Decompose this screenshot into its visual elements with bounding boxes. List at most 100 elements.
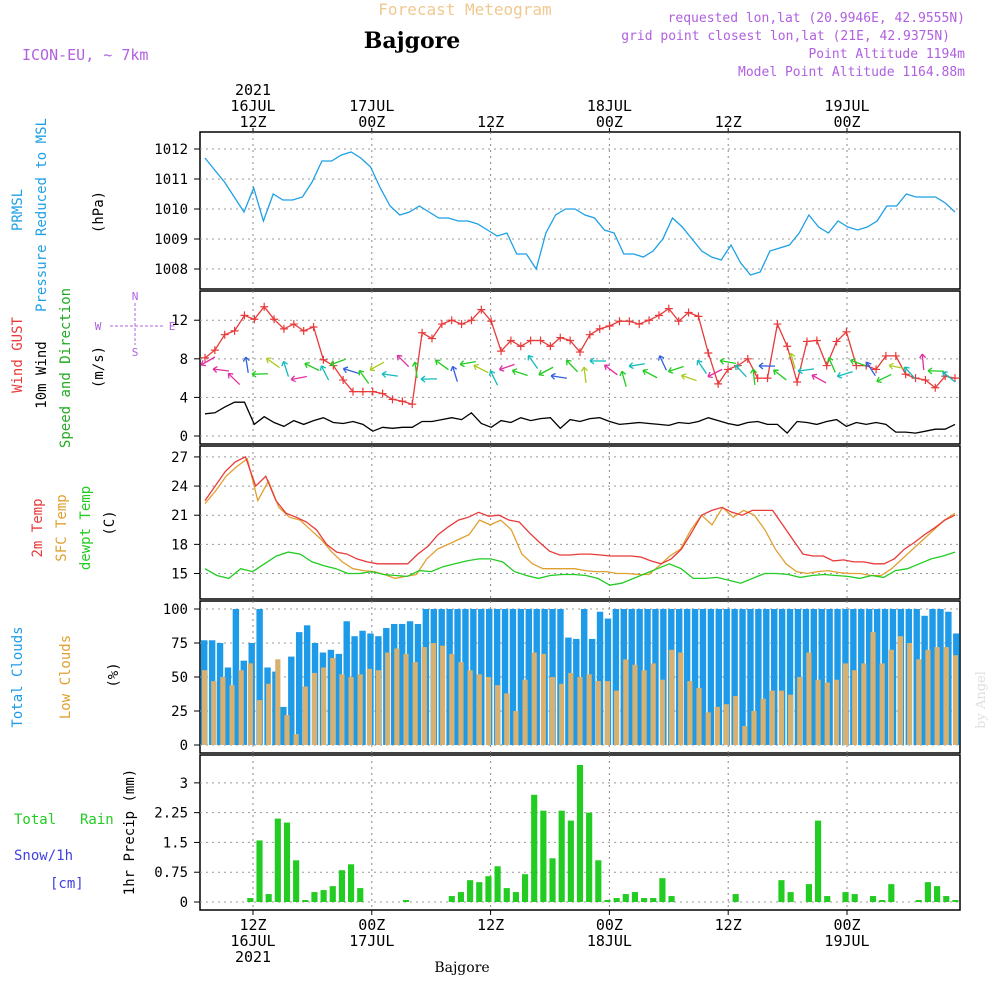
x-tick-label: 2021	[235, 948, 271, 966]
dewpt-line	[204, 551, 956, 586]
wind-arrow-head	[773, 369, 779, 376]
gust-marker	[447, 316, 456, 325]
wind-arrow-head	[450, 365, 458, 372]
total-cloud-bar	[866, 609, 873, 745]
wind-arrow-icon	[488, 370, 499, 386]
gust-marker	[625, 317, 634, 326]
precip-bar	[457, 892, 465, 902]
total-cloud-bar	[644, 609, 651, 745]
wind-arrow-icon	[826, 357, 836, 373]
gust-marker	[842, 327, 851, 336]
gust-marker	[911, 374, 920, 383]
low-cloud-bar	[925, 649, 931, 745]
y-tick-label: 1011	[154, 172, 188, 188]
wind-arrow-head	[603, 364, 610, 371]
gust-marker	[694, 312, 703, 321]
precip-bar	[842, 892, 849, 902]
gust-marker	[418, 328, 427, 337]
wind-arrow-head	[642, 368, 648, 376]
gust-marker	[319, 355, 328, 364]
precip-bar	[814, 820, 822, 902]
total-cloud-bar	[683, 609, 691, 745]
wind-arrow-icon	[265, 357, 280, 369]
wind-arrow-shaft	[538, 366, 554, 376]
low-cloud-bar	[394, 648, 400, 745]
wind-arrow-head	[550, 372, 556, 380]
gust-marker	[368, 387, 377, 396]
temp-label: SFC Temp	[54, 494, 70, 561]
wind-arrow-shaft	[396, 354, 410, 368]
wind-arrow-shaft	[642, 369, 658, 379]
info-line: Model Point Altitude 1164.88m	[738, 65, 965, 80]
wind-arrow-icon	[667, 365, 684, 374]
low-cloud-bar	[852, 670, 858, 745]
wind-arrow-icon	[538, 366, 554, 377]
wind-arrow-head	[369, 365, 376, 372]
low-cloud-bar	[247, 663, 253, 745]
info-line: grid point closest lon,lat (21E, 42.9375…	[621, 29, 950, 44]
wind-arrow-shaft	[291, 375, 307, 381]
wind-arrow-icon	[565, 359, 579, 373]
gust-marker	[951, 374, 959, 383]
wind-arrow-icon	[329, 358, 346, 367]
total-cloud-bar	[470, 609, 477, 745]
low-cloud-bar	[760, 698, 766, 745]
x-tick-label: 00Z	[596, 916, 623, 934]
wind-arrow-shaft	[304, 362, 320, 372]
gust-marker	[763, 374, 772, 383]
wind-arrow-icon	[411, 361, 419, 379]
wind-arrow-head	[358, 369, 365, 376]
precip-bar	[329, 886, 336, 902]
precip-bar	[283, 822, 291, 902]
wind-arrow-shaft	[811, 374, 827, 384]
wind-arrow-icon	[434, 359, 449, 371]
wind-arrow-head	[826, 357, 834, 363]
x-tick-label: 16JUL	[230, 932, 275, 950]
x-tick-label: 12Z	[477, 916, 504, 934]
precip-bar	[265, 894, 272, 902]
low-cloud-bar	[504, 693, 510, 745]
y-tick-label: 75	[171, 636, 188, 652]
low-cloud-bar	[897, 636, 904, 745]
wind-arrow-shaft	[369, 361, 385, 371]
wind-arrow-icon	[888, 362, 905, 370]
low-cloud-bar	[778, 690, 785, 745]
precip-bar	[293, 860, 300, 902]
pressure-unit: (hPa)	[91, 191, 107, 233]
total-cloud-bar	[256, 609, 263, 745]
wind-arrow-icon	[849, 358, 866, 367]
precip-label: Total	[14, 812, 56, 828]
wind-arrow-icon	[628, 362, 646, 370]
wind-arrow-head	[488, 370, 496, 376]
wind-arrow-shaft	[927, 370, 945, 372]
y-tick-label: 3	[180, 776, 188, 792]
gust-marker	[240, 311, 249, 320]
wind-arrow-icon	[719, 357, 736, 365]
svg-text:S: S	[132, 346, 139, 359]
gust-marker	[201, 353, 209, 362]
total-cloud-bar	[232, 609, 240, 745]
wind-arrow-icon	[319, 365, 330, 381]
wind-arrow-shaft	[527, 355, 539, 369]
x-tick-label: 16JUL	[230, 97, 275, 115]
x-tick-label: 00Z	[833, 113, 860, 131]
precip-bar	[320, 890, 327, 902]
wind-arrow-icon	[927, 367, 945, 375]
low-cloud-bar	[879, 663, 885, 745]
wind-arrow-icon	[450, 365, 458, 382]
gust-marker	[595, 324, 604, 333]
station-name: Bajgore	[364, 28, 460, 54]
wind-arrow-head	[657, 355, 665, 361]
y-tick-label: 0	[180, 738, 188, 754]
wind-arrow-shaft	[499, 363, 515, 371]
wind-arrow-head	[719, 357, 725, 365]
gust-marker	[220, 330, 229, 339]
total-cloud-bar	[739, 609, 746, 745]
low-cloud-bar	[266, 683, 272, 745]
pressure-label: PRMSL	[10, 189, 26, 231]
low-cloud-bar	[751, 711, 757, 745]
info-line: requested lon,lat (20.9946E, 42.9555N)	[668, 11, 965, 26]
wind-arrow-head	[788, 352, 796, 359]
precip-label: Rain	[80, 812, 114, 828]
